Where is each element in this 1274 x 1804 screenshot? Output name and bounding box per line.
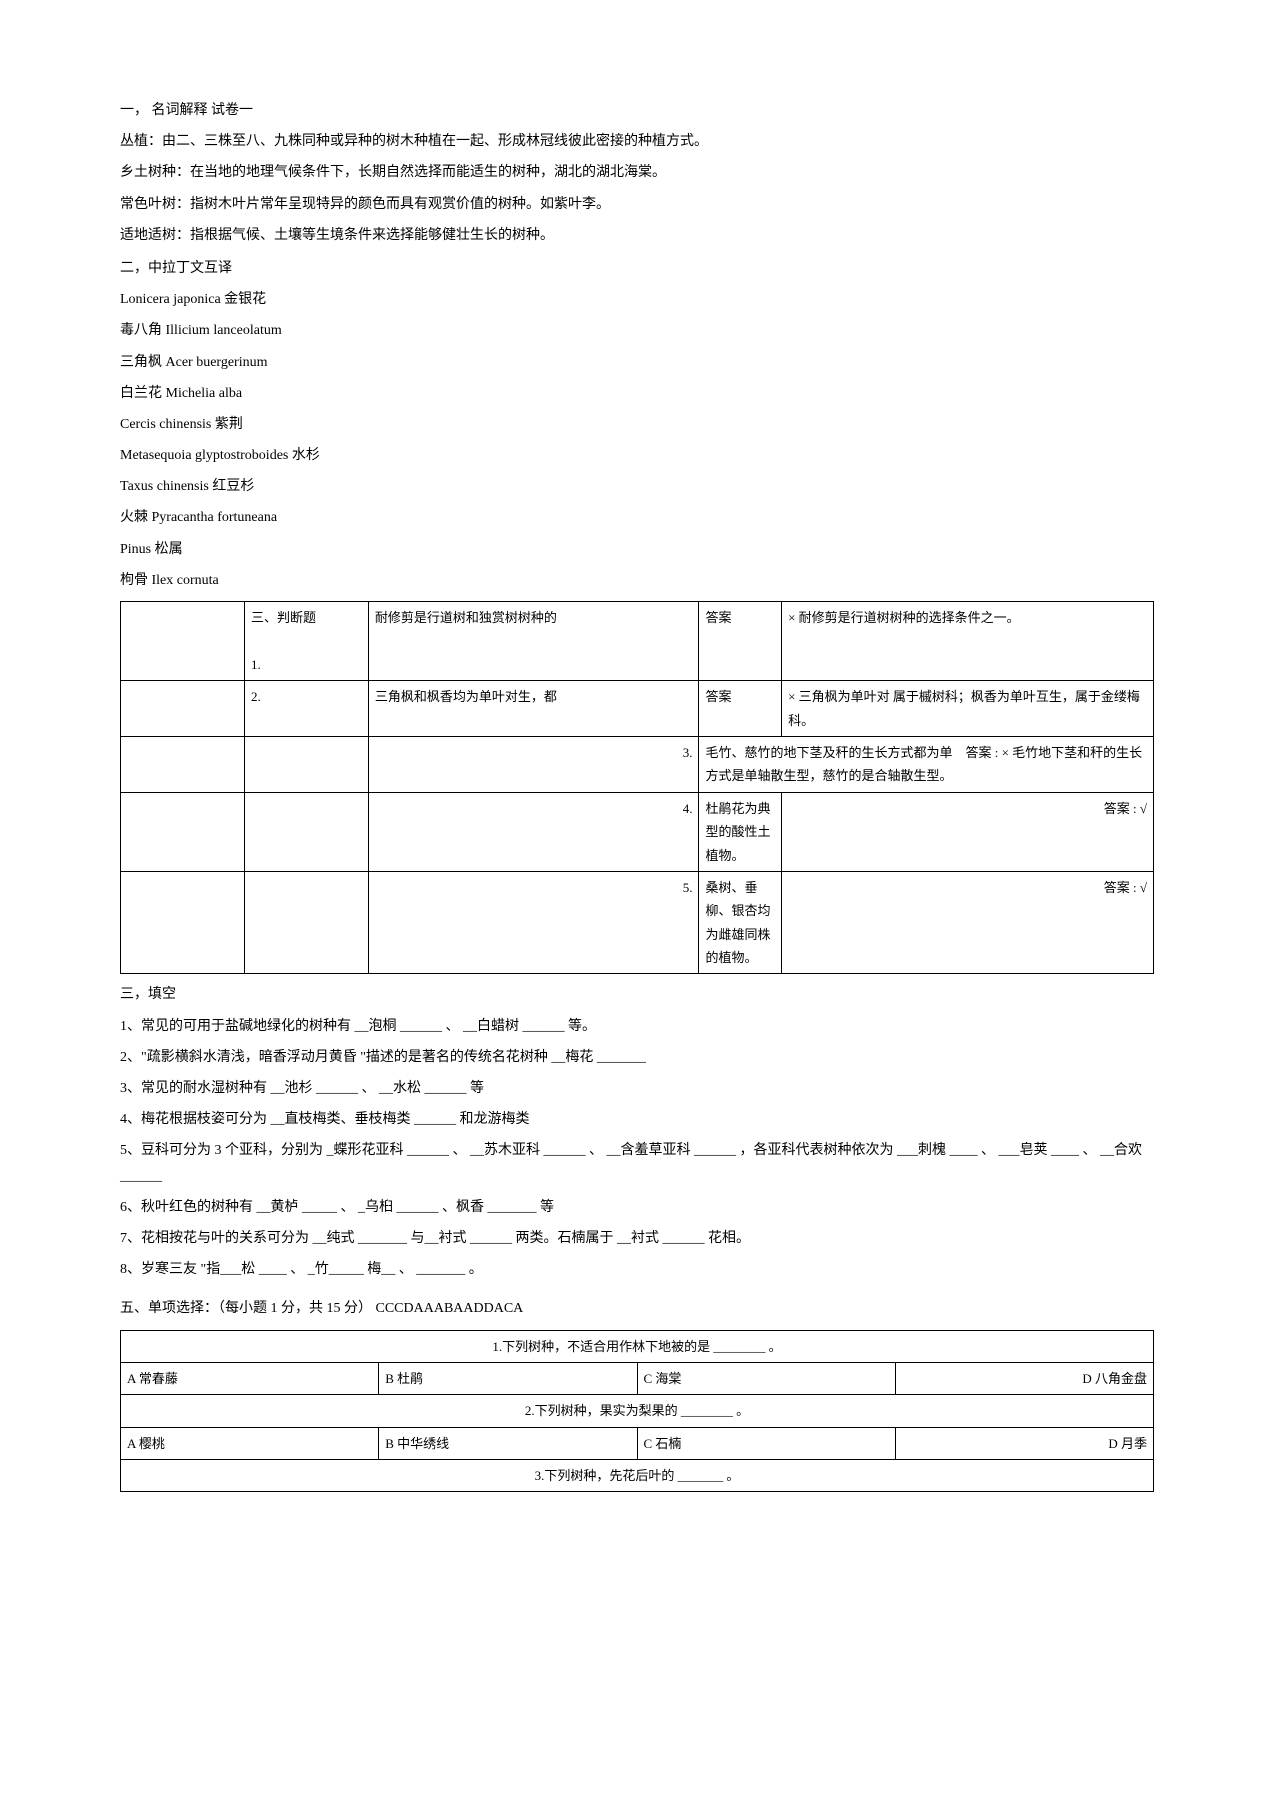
judge-1-ans: × 耐修剪是行道树树种的选择条件之一。 <box>782 602 1154 681</box>
mc-q2-c: C 石楠 <box>637 1427 895 1459</box>
fill-6: 6、秋叶红色的树种有 __黄栌 _____ 、 _乌桕 ______ 、枫香 _… <box>120 1195 1154 1220</box>
judge-2-a-label: 答案 <box>699 681 782 737</box>
judge-1-q: 耐修剪是行道树和独赏树树种的 <box>368 602 699 681</box>
section-5-title: 五、单项选择：（每小题 1 分，共 15 分） CCCDAAABAADDACA <box>120 1296 1154 1321</box>
latin-2: 毒八角 Illicium lanceolatum <box>120 318 1154 343</box>
latin-7: Taxus chinensis 红豆杉 <box>120 474 1154 499</box>
mc-table: 1.下列树种，不适合用作林下地被的是 ________ 。 A 常春藤 B 杜鹃… <box>120 1330 1154 1493</box>
fill-7: 7、花相按花与叶的关系可分为 __纯式 _______ 与__衬式 ______… <box>120 1226 1154 1251</box>
fill-5: 5、豆科可分为 3 个亚科，分别为 _蝶形花亚科 ______ 、 __苏木亚科… <box>120 1138 1154 1188</box>
latin-3: 三角枫 Acer buergerinum <box>120 350 1154 375</box>
judge-5-num: 5. <box>368 871 699 974</box>
def-3: 常色叶树：指树木叶片常年呈现特异的颜色而具有观赏价值的树种。如紫叶李。 <box>120 192 1154 217</box>
fill-2: 2、"疏影横斜水清浅，暗香浮动月黄昏 "描述的是著名的传统名花树种 __梅花 _… <box>120 1045 1154 1070</box>
judge-4-q: 杜鹃花为典型的酸性土植物。 <box>699 792 782 871</box>
section-4-title: 三，填空 <box>120 982 1154 1007</box>
judge-4-num: 4. <box>368 792 699 871</box>
judge-5-q: 桑树、垂柳、银杏均为雌雄同株的植物。 <box>699 871 782 974</box>
judge-5-ans: 答案 : √ <box>782 871 1154 974</box>
mc-q1-c: C 海棠 <box>637 1362 895 1394</box>
fill-4: 4、梅花根据枝姿可分为 __直枝梅类、垂枝梅类 ______ 和龙游梅类 <box>120 1107 1154 1132</box>
judge-1-a-label: 答案 <box>699 602 782 681</box>
judge-table: 三、判断题 1. 耐修剪是行道树和独赏树树种的 答案 × 耐修剪是行道树树种的选择… <box>120 601 1154 974</box>
def-4: 适地适树：指根据气候、土壤等生境条件来选择能够健壮生长的树种。 <box>120 223 1154 248</box>
mc-q2: 2.下列树种，果实为梨果的 ________ 。 <box>121 1395 1154 1427</box>
mc-q2-b: B 中华绣线 <box>379 1427 637 1459</box>
judge-2-q: 三角枫和枫香均为单叶对生，都 <box>368 681 699 737</box>
latin-10: 枸骨 Ilex cornuta <box>120 568 1154 593</box>
section-2-title: 二，中拉丁文互译 <box>120 256 1154 281</box>
def-1: 丛植：由二、三株至八、九株同种或异种的树木种植在一起、形成林冠线彼此密接的种植方… <box>120 129 1154 154</box>
mc-q2-a: A 樱桃 <box>121 1427 379 1459</box>
judge-2-ans: × 三角枫为单叶对 属于槭树科；枫香为单叶互生，属于金缕梅科。 <box>782 681 1154 737</box>
latin-5: Cercis chinensis 紫荆 <box>120 412 1154 437</box>
latin-4: 白兰花 Michelia alba <box>120 381 1154 406</box>
section-3-title: 三、判断题 <box>251 610 316 625</box>
latin-9: Pinus 松属 <box>120 537 1154 562</box>
mc-q1: 1.下列树种，不适合用作林下地被的是 ________ 。 <box>121 1330 1154 1362</box>
mc-q1-a: A 常春藤 <box>121 1362 379 1394</box>
section-1-title: 一， 名词解释 试卷一 <box>120 98 1154 123</box>
mc-q3: 3.下列树种，先花后叶的 _______ 。 <box>121 1460 1154 1492</box>
mc-q2-d: D 月季 <box>895 1427 1153 1459</box>
judge-3-num: 3. <box>368 736 699 792</box>
judge-3-q: 毛竹、慈竹的地下茎及秆的生长方式都为单 <box>705 745 952 760</box>
def-2: 乡土树种：在当地的地理气候条件下，长期自然选择而能适生的树种，湖北的湖北海棠。 <box>120 160 1154 185</box>
latin-6: Metasequoia glyptostroboides 水杉 <box>120 443 1154 468</box>
judge-2-num: 2. <box>244 681 368 737</box>
mc-q1-b: B 杜鹃 <box>379 1362 637 1394</box>
latin-1: Lonicera japonica 金银花 <box>120 287 1154 312</box>
mc-q1-d: D 八角金盘 <box>895 1362 1153 1394</box>
fill-1: 1、常见的可用于盐碱地绿化的树种有 __泡桐 ______ 、 __白蜡树 __… <box>120 1014 1154 1039</box>
fill-3: 3、常见的耐水湿树种有 __池杉 ______ 、 __水松 ______ 等 <box>120 1076 1154 1101</box>
fill-8: 8、岁寒三友 "指___松 ____ 、 _竹_____ 梅__ 、 _____… <box>120 1257 1154 1282</box>
judge-1-num: 1. <box>251 657 261 672</box>
judge-4-ans: 答案 : √ <box>782 792 1154 871</box>
latin-8: 火棘 Pyracantha fortuneana <box>120 505 1154 530</box>
